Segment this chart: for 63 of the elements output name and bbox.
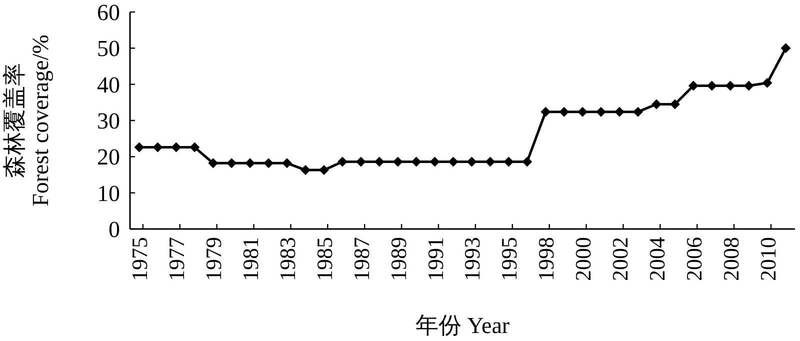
x-tick-label: 2010 (755, 237, 780, 281)
point (632, 106, 643, 117)
x-tick-label: 1979 (201, 237, 226, 281)
x-tick-label: 2002 (608, 237, 633, 281)
point (504, 156, 514, 167)
x-tick-label: 1998 (534, 237, 559, 281)
x-tick-label: 1987 (348, 237, 374, 281)
x-tick-label: 1975 (127, 237, 152, 281)
point (430, 156, 440, 167)
point (392, 156, 403, 167)
point (744, 80, 754, 91)
point (688, 80, 698, 91)
x-tick-label: 1991 (422, 237, 448, 281)
point (318, 165, 329, 176)
y-tick-label: 60 (97, 0, 120, 25)
point (670, 99, 680, 110)
point (725, 80, 736, 91)
point (152, 142, 163, 152)
point (485, 156, 496, 167)
point (762, 78, 772, 88)
y-tick-label: 20 (97, 144, 120, 170)
point (559, 106, 570, 117)
x-tick-label: 2000 (570, 237, 596, 281)
point (208, 158, 218, 168)
x-tick-label: 1977 (164, 237, 190, 281)
x-tick-label: 1981 (238, 237, 264, 281)
point (706, 80, 717, 91)
point (134, 142, 144, 152)
x-tick-label: 1989 (386, 237, 411, 281)
x-tick-label: 2008 (718, 237, 744, 281)
point (780, 43, 791, 54)
point (300, 165, 310, 176)
y-tick-label: 50 (97, 36, 120, 62)
point (540, 106, 551, 117)
point (374, 156, 384, 167)
y-tick-label: 40 (97, 72, 120, 98)
x-tick-label: 2004 (644, 237, 670, 281)
point (245, 158, 256, 168)
y-tick-label: 0 (108, 217, 120, 242)
x-tick-label: 1995 (496, 237, 522, 281)
point (226, 158, 237, 168)
point (578, 106, 588, 117)
x-tick-label: 1983 (275, 237, 300, 281)
point (190, 142, 200, 152)
point (264, 158, 274, 168)
point (448, 156, 458, 167)
x-tick-label: 1985 (312, 237, 337, 281)
point (522, 156, 532, 167)
y-axis-title: 森林覆盖率 Forest coverage/% (2, 34, 53, 206)
point (651, 99, 662, 110)
y-tick-label: 30 (97, 108, 120, 134)
point (171, 142, 182, 152)
point (596, 106, 606, 117)
point (466, 156, 477, 167)
point (614, 106, 625, 117)
point (282, 158, 292, 168)
x-tick-label: 2006 (681, 237, 706, 281)
x-tick-label: 1993 (460, 237, 485, 281)
x-axis-title: 年份 Year (415, 313, 510, 338)
y-tick-label: 10 (97, 180, 120, 206)
point (356, 156, 366, 167)
point (411, 156, 422, 167)
point (337, 156, 348, 167)
